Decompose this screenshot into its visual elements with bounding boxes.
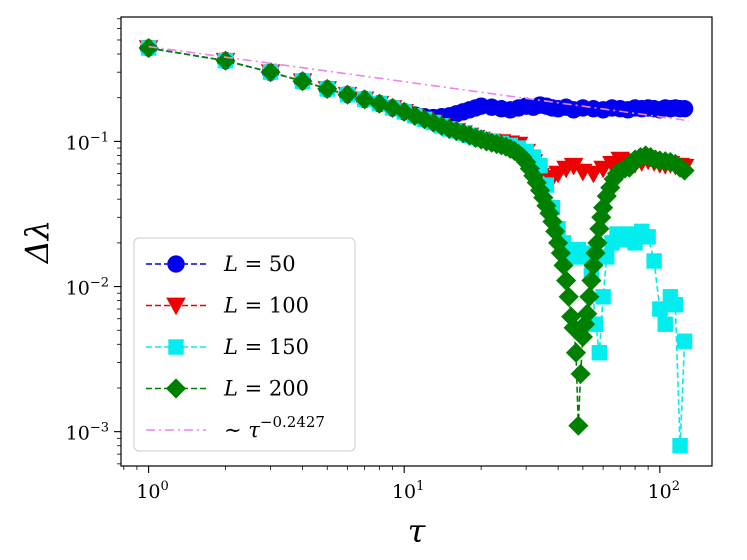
data-point — [553, 255, 574, 276]
legend-swatch-marker — [167, 255, 185, 273]
data-point — [414, 109, 435, 130]
data-point — [337, 84, 358, 105]
data-point — [640, 229, 656, 245]
y-tick-label: 10−2 — [66, 276, 109, 300]
data-point — [545, 221, 566, 242]
data-point — [667, 296, 684, 313]
data-point — [533, 187, 554, 208]
data-point — [674, 160, 695, 181]
data-point — [657, 316, 673, 332]
data-point — [215, 50, 236, 71]
data-point — [574, 314, 596, 335]
legend-swatch-marker — [166, 297, 186, 316]
legend-item-2: L = 150 — [146, 335, 309, 359]
data-point — [354, 89, 375, 110]
data-point — [583, 165, 604, 184]
series-4 — [148, 45, 690, 122]
data-point — [563, 317, 584, 338]
legend-label: ∼ τ−0.2427 — [224, 413, 325, 442]
data-point — [675, 100, 694, 118]
data-point — [561, 306, 582, 327]
data-point — [565, 342, 587, 363]
data-point — [536, 195, 557, 216]
data-point — [317, 78, 338, 100]
data-point — [619, 157, 640, 178]
legend-item-0: L = 50 — [146, 252, 296, 276]
data-point — [568, 415, 589, 436]
data-point — [542, 211, 563, 232]
legend-label: L = 50 — [223, 252, 296, 276]
x-axis-label: τ — [408, 512, 427, 550]
data-point — [676, 333, 693, 349]
data-point — [526, 172, 547, 193]
plot-layer — [138, 37, 695, 454]
data-point — [593, 197, 614, 218]
data-point — [577, 303, 598, 324]
legend: L = 50 L = 100 L = 150 L = 200 ∼ τ−0.2427 — [133, 237, 356, 452]
data-point — [572, 326, 593, 347]
data-point — [519, 158, 540, 179]
data-point — [587, 316, 604, 332]
legend-label: L = 150 — [223, 335, 309, 359]
data-point — [587, 232, 608, 253]
legend-label: L = 200 — [223, 377, 309, 401]
data-point — [548, 232, 569, 253]
data-point — [529, 180, 551, 201]
data-point — [652, 301, 668, 317]
data-point — [516, 152, 537, 173]
legend-swatch-marker — [165, 378, 187, 399]
data-point — [589, 218, 610, 239]
legend-swatch-marker — [168, 339, 184, 355]
series-line-4 — [148, 45, 690, 122]
legend-item-4: ∼ τ−0.2427 — [146, 413, 325, 442]
data-point — [550, 243, 571, 264]
data-point — [600, 177, 621, 198]
y-tick-label: 10−1 — [66, 130, 109, 154]
legend-label: L = 100 — [223, 294, 309, 318]
data-point — [292, 71, 313, 92]
data-point — [138, 37, 159, 59]
data-point — [591, 345, 608, 361]
data-point — [672, 438, 688, 454]
data-point — [523, 165, 544, 186]
data-point — [558, 286, 579, 307]
legend-item-1: L = 100 — [146, 294, 309, 318]
legend-item-3: L = 200 — [146, 377, 309, 401]
plot-frame — [120, 16, 713, 467]
data-point — [581, 270, 602, 291]
data-point — [539, 203, 560, 224]
x-tick-label: 102 — [648, 479, 680, 503]
y-axis-label: Δλ — [18, 220, 56, 265]
data-point — [556, 270, 577, 291]
x-tick-label: 101 — [392, 479, 424, 503]
data-point — [431, 115, 452, 136]
series-3 — [138, 37, 695, 436]
legend-box — [133, 237, 356, 452]
data-point — [579, 286, 600, 307]
data-point — [563, 157, 584, 176]
data-point — [583, 255, 604, 276]
data-point — [570, 363, 591, 384]
x-tick-label: 100 — [136, 479, 168, 503]
data-point — [595, 289, 611, 305]
data-point — [260, 62, 281, 83]
axes-layer: 100 101 102 10−3 10−2 10−1 τ Δλ — [18, 16, 713, 550]
data-point — [646, 253, 662, 269]
y-tick-label: 10−3 — [66, 421, 109, 445]
